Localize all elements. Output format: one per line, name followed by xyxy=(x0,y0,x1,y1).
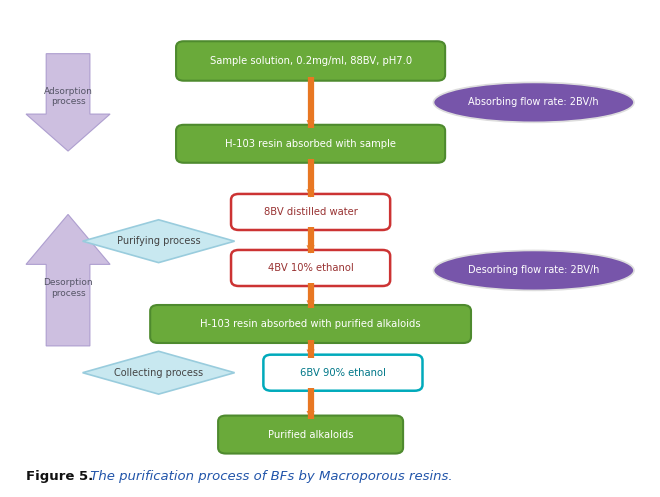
Polygon shape xyxy=(26,54,110,151)
Text: Figure 5.: Figure 5. xyxy=(26,470,93,483)
Ellipse shape xyxy=(434,83,634,122)
Text: 4BV 10% ethanol: 4BV 10% ethanol xyxy=(268,263,354,273)
Text: Purifying process: Purifying process xyxy=(117,236,201,246)
Text: Sample solution, 0.2mg/ml, 88BV, pH7.0: Sample solution, 0.2mg/ml, 88BV, pH7.0 xyxy=(209,56,412,66)
Text: Absorbing flow rate: 2BV/h: Absorbing flow rate: 2BV/h xyxy=(469,97,599,107)
FancyBboxPatch shape xyxy=(218,415,403,454)
Text: 8BV distilled water: 8BV distilled water xyxy=(263,207,358,217)
FancyBboxPatch shape xyxy=(176,41,445,81)
Text: 6BV 90% ethanol: 6BV 90% ethanol xyxy=(300,368,386,378)
FancyBboxPatch shape xyxy=(231,250,390,286)
FancyBboxPatch shape xyxy=(150,305,471,343)
Text: Desorption
process: Desorption process xyxy=(44,278,93,298)
FancyBboxPatch shape xyxy=(263,355,422,391)
Text: Collecting process: Collecting process xyxy=(114,368,203,378)
Text: The purification process of BFs by Macroporous resins.: The purification process of BFs by Macro… xyxy=(86,470,452,483)
Polygon shape xyxy=(82,220,234,262)
Text: H-103 resin absorbed with sample: H-103 resin absorbed with sample xyxy=(225,139,396,149)
Text: Adsorption
process: Adsorption process xyxy=(44,87,92,106)
FancyBboxPatch shape xyxy=(176,125,445,163)
FancyBboxPatch shape xyxy=(231,194,390,230)
Polygon shape xyxy=(26,214,110,346)
Text: H-103 resin absorbed with purified alkaloids: H-103 resin absorbed with purified alkal… xyxy=(200,319,421,329)
Polygon shape xyxy=(82,351,234,394)
Ellipse shape xyxy=(434,250,634,290)
Text: Desorbing flow rate: 2BV/h: Desorbing flow rate: 2BV/h xyxy=(468,265,599,275)
Text: Purified alkaloids: Purified alkaloids xyxy=(268,429,353,439)
